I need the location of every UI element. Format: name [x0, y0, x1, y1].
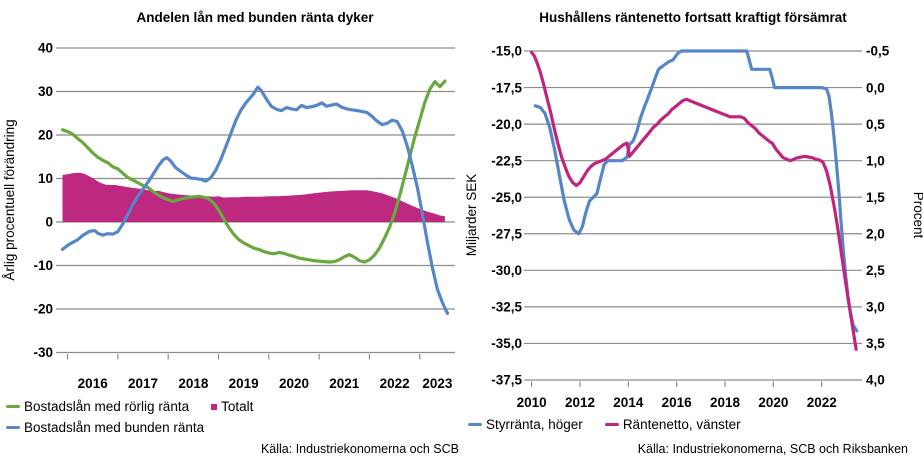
right-chart-source: Källa: Industriekonomerna, SCB och Riksb… — [637, 442, 908, 456]
legend-item-rorlig: Bostadslån med rörlig ränta — [6, 399, 189, 414]
y-tick-label-right: 3,5 — [866, 336, 885, 351]
y-tick-label-right: 2,5 — [866, 263, 885, 278]
legend-item-bunden: Bostadslån med bunden ränta — [6, 420, 204, 435]
y-tick-label: -20 — [33, 302, 53, 317]
left-chart-source: Källa: Industriekonomerna och SCB — [260, 442, 459, 456]
y-tick-label: -37,5 — [491, 373, 522, 388]
y-tick-label: -30 — [33, 345, 53, 360]
x-tick-label: 2020 — [279, 376, 309, 391]
series-bostadslån-med-bunden-ränta — [60, 85, 450, 315]
x-tick-label: 2022 — [807, 395, 837, 410]
y-tick-label: -32,5 — [491, 300, 522, 315]
right-chart-left-y-axis-label: Miljarder SEK — [464, 174, 479, 257]
y-tick-label-right: 0,0 — [866, 80, 885, 95]
magenta-line-marker-icon — [604, 422, 619, 427]
y-tick-label: 30 — [38, 84, 53, 99]
magenta-square-marker-icon — [211, 403, 218, 410]
right-chart-legend: Styrränta, höger Räntenetto, vänster — [468, 417, 741, 432]
y-tick-label: -17,5 — [491, 80, 522, 95]
legend-item-totalt: Totalt — [211, 399, 253, 414]
x-tick-label: 2017 — [128, 376, 158, 391]
x-tick-label: 2012 — [565, 395, 595, 410]
y-tick-label-right: 0,5 — [866, 117, 885, 132]
y-tick-label: -15,0 — [491, 44, 522, 59]
y-tick-label-right: -0,5 — [866, 44, 890, 59]
legend-label: Räntenetto, vänster — [622, 417, 741, 432]
x-tick-label: 2019 — [229, 376, 259, 391]
x-tick-label: 2018 — [710, 395, 741, 410]
chart-fixed-rate-share: Andelen lån med bunden ränta dyker Årlig… — [2, 10, 459, 456]
left-chart-legend: Bostadslån med rörlig ränta Totalt Bosta… — [6, 399, 253, 435]
y-tick-label: -10 — [33, 258, 53, 273]
y-tick-label-right: 1,0 — [866, 153, 885, 168]
left-chart-title: Andelen lån med bunden ränta dyker — [136, 10, 374, 25]
x-tick-label: 2022 — [380, 376, 410, 391]
right-chart-plot: Hushållens räntenetto fortsatt kraftigt … — [464, 10, 923, 410]
y-tick-label: -35,0 — [491, 336, 522, 351]
legend-item-rantenetto: Räntenetto, vänster — [604, 417, 741, 432]
x-tick-label: 2016 — [78, 376, 109, 391]
green-line-marker-icon — [6, 404, 20, 409]
left-y-axis-label: Årlig procentuell förändring — [2, 119, 17, 280]
series-bostadslån-med-rörlig-ränta — [60, 79, 447, 264]
y-tick-label-right: 3,0 — [866, 300, 885, 315]
legend-row: Styrränta, höger Räntenetto, vänster — [468, 417, 741, 432]
y-tick-label: -27,5 — [491, 226, 522, 241]
legend-label: Totalt — [221, 399, 254, 414]
x-tick-label: 2014 — [613, 395, 644, 410]
y-tick-label: -22,5 — [491, 153, 522, 168]
x-tick-label: 2018 — [178, 376, 209, 391]
y-tick-label-right: 2,0 — [866, 226, 885, 241]
y-tick-label: -30,0 — [491, 263, 522, 278]
y-tick-label: 0 — [45, 215, 53, 230]
x-tick-label: 2010 — [517, 395, 547, 410]
x-tick-label: 2023 — [422, 376, 453, 391]
y-tick-label: 20 — [38, 128, 53, 143]
y-tick-label: 10 — [38, 171, 53, 186]
x-tick-label: 2016 — [662, 395, 693, 410]
series-räntenetto-vänster — [529, 50, 858, 351]
y-tick-label-right: 4,0 — [866, 373, 885, 388]
y-tick-label: -25,0 — [491, 190, 522, 205]
series-styrränta-höger — [533, 49, 859, 333]
legend-label: Bostadslån med bunden ränta — [24, 420, 205, 435]
series-totalt — [62, 172, 445, 222]
legend-row: Bostadslån med rörlig ränta Totalt — [6, 399, 253, 414]
chart-household-net-interest: Hushållens räntenetto fortsatt kraftigt … — [462, 0, 923, 466]
x-tick-label: 2020 — [758, 395, 788, 410]
legend-row: Bostadslån med bunden ränta — [6, 420, 253, 435]
left-chart-plot: Andelen lån med bunden ränta dyker Årlig… — [2, 10, 455, 391]
legend-label: Bostadslån med rörlig ränta — [24, 399, 190, 414]
y-tick-label-right: 1,5 — [866, 190, 885, 205]
right-chart-right-y-axis-label: Procent — [911, 192, 923, 239]
y-tick-label: 40 — [38, 41, 53, 56]
blue-line-marker-icon — [468, 422, 482, 427]
right-chart-title: Hushållens räntenetto fortsatt kraftigt … — [539, 10, 847, 25]
y-tick-label: -20,0 — [491, 117, 522, 132]
legend-item-styrranta: Styrränta, höger — [468, 417, 583, 432]
x-tick-label: 2021 — [329, 376, 360, 391]
legend-label: Styrränta, höger — [486, 417, 583, 432]
blue-line-marker-icon — [6, 425, 20, 430]
